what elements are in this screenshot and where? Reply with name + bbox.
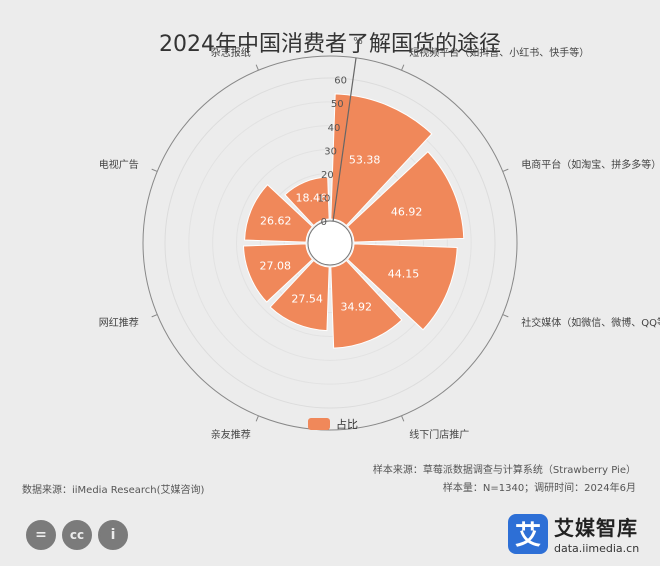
grid-circle — [212, 125, 448, 361]
center-circle — [307, 220, 353, 266]
chart-legend[interactable]: 占比 — [308, 416, 358, 432]
data-label-4: 27.54 — [291, 292, 323, 305]
angle-tick — [502, 168, 509, 172]
grid-circle — [283, 196, 377, 290]
grid-circle — [259, 172, 401, 314]
radial-tick-label: 40 — [328, 123, 341, 134]
data-label-6: 26.62 — [260, 215, 292, 228]
legend-label: 占比 — [336, 418, 358, 431]
brand-url: data.iimedia.cn — [554, 542, 640, 555]
radial-axis — [332, 57, 357, 222]
angle-tick — [502, 314, 509, 318]
radial-tick-label: 0 — [321, 217, 327, 228]
category-label-4: 亲友推荐 — [211, 428, 251, 441]
category-label-3: 线下门店推广 — [409, 428, 469, 441]
radial-tick-label: 20 — [321, 170, 334, 181]
cc-license-icon: cc — [62, 520, 92, 550]
data-label-7: 18.46 — [295, 192, 327, 205]
angle-tick — [401, 64, 405, 71]
data-label-2: 44.15 — [388, 267, 420, 280]
angle-tick — [151, 314, 158, 318]
category-label-1: 电商平台（如淘宝、拼多多等） — [521, 158, 660, 171]
bar-3 — [330, 259, 403, 349]
license-icons: = cc i — [26, 520, 128, 550]
bar-0 — [330, 93, 433, 227]
grid-circle — [188, 101, 472, 385]
radial-tick-label: 10 — [318, 194, 331, 205]
bar-5 — [242, 243, 314, 303]
category-label-0: 短视频平台（如抖音、小红书、快手等） — [409, 46, 589, 59]
radial-unit-label: % — [353, 36, 363, 47]
angle-tick — [255, 415, 259, 422]
grid-circle — [236, 149, 424, 337]
grid-circle — [164, 77, 496, 409]
bar-1 — [346, 151, 465, 243]
bar-7 — [284, 176, 330, 227]
angle-tick — [255, 64, 259, 71]
sample-source: 样本来源：草莓派数据调查与计算系统（Strawberry Pie） — [372, 465, 636, 476]
data-label-0: 53.38 — [349, 153, 381, 166]
legend-swatch — [308, 418, 330, 430]
bar-4 — [269, 259, 330, 332]
data-label-5: 27.08 — [259, 260, 291, 273]
brand-block: 艾 艾媒智库 data.iimedia.cn — [508, 512, 639, 555]
radial-tick-label: 30 — [324, 146, 337, 157]
category-label-6: 电视广告 — [99, 158, 139, 171]
sample-info-block: 样本来源：草莓派数据调查与计算系统（Strawberry Pie） 样本量：N=… — [373, 462, 636, 498]
cc-nd-icon: = — [26, 520, 56, 550]
data-label-3: 34.92 — [341, 300, 373, 313]
cc-by-icon: i — [98, 520, 128, 550]
bar-2 — [346, 243, 458, 331]
angle-tick — [401, 415, 405, 422]
category-label-2: 社交媒体（如微信、微博、QQ等） — [521, 316, 660, 329]
radial-tick-label: 50 — [331, 99, 344, 110]
brand-logo-icon: 艾 — [508, 513, 548, 554]
angle-axis-ring — [142, 55, 518, 431]
bar-6 — [244, 184, 314, 243]
radial-tick-label: 60 — [334, 76, 347, 87]
chart-title: 2024年中国消费者了解国货的途径 — [159, 32, 501, 57]
category-label-7: 杂志报纸 — [211, 46, 251, 59]
brand-name: 艾媒智库 — [554, 516, 638, 540]
data-source: 数据来源：iiMedia Research(艾媒咨询) — [22, 485, 205, 496]
category-label-5: 网红推荐 — [99, 316, 139, 329]
sample-size-date: 样本量：N=1340；调研时间：2024年6月 — [442, 483, 636, 494]
angle-tick — [151, 168, 158, 172]
data-label-1: 46.92 — [391, 205, 423, 218]
